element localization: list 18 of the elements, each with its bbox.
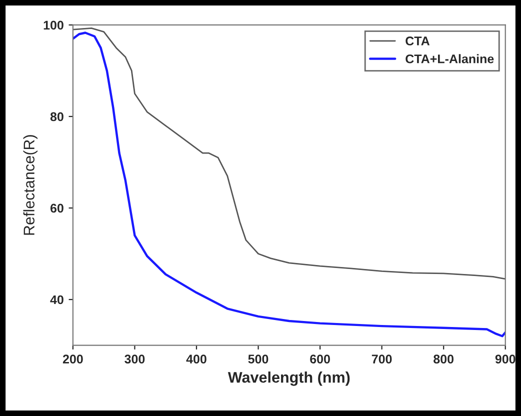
x-tick-label: 300 <box>124 354 145 364</box>
legend-label: CTA <box>406 36 430 46</box>
x-tick-label: 600 <box>310 354 330 364</box>
x-tick-label: 400 <box>186 354 206 364</box>
y-axis-title: Reflectance(R) <box>23 135 38 235</box>
x-tick-label: 900 <box>495 354 516 364</box>
x-tick-label: 700 <box>372 354 392 364</box>
y-tick-label: 100 <box>44 20 64 30</box>
x-axis-title: Wavelength (nm) <box>228 372 350 386</box>
y-tick-label: 60 <box>50 204 64 213</box>
line-series <box>72 32 506 338</box>
y-tick-label: 80 <box>50 112 64 122</box>
line-series <box>72 27 506 280</box>
legend-label: CTA+L-Alanine <box>406 54 494 64</box>
x-tick-label: 200 <box>62 354 83 364</box>
x-tick-label: 500 <box>248 354 268 364</box>
y-tick-label: 40 <box>50 295 64 304</box>
x-tick-label: 800 <box>434 354 454 364</box>
